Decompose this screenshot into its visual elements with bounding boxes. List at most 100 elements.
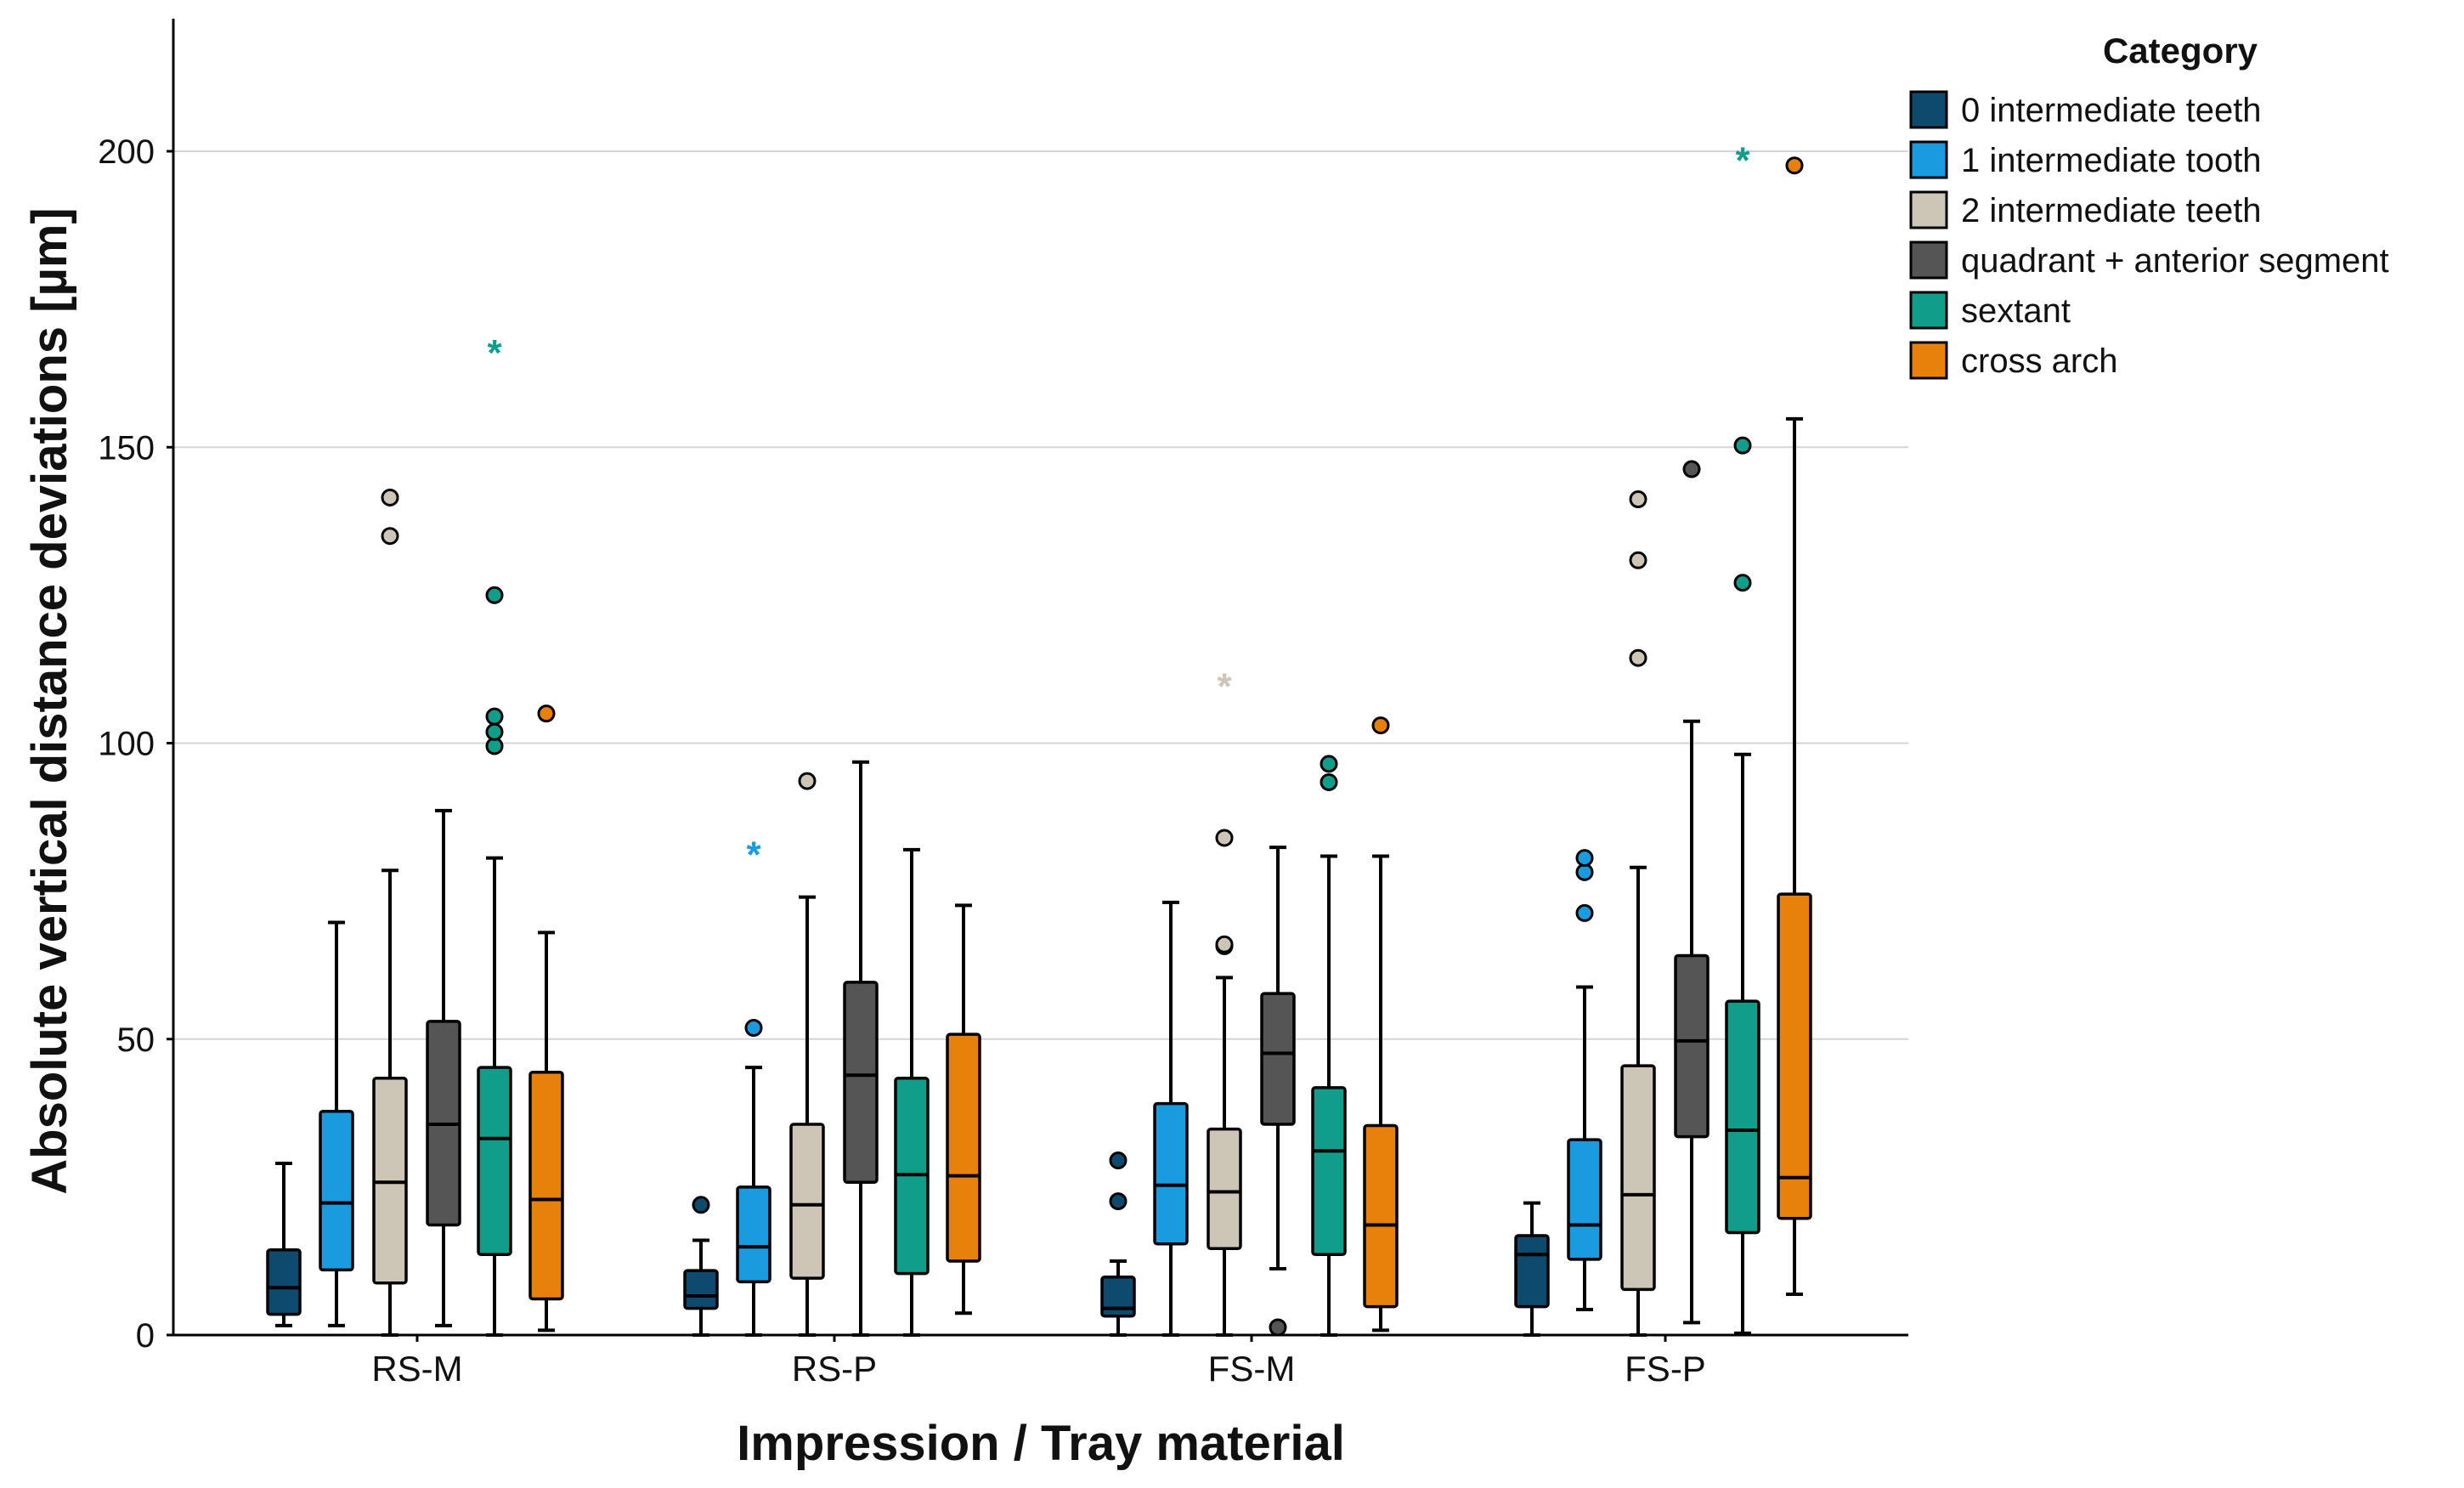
box-FS-P-2 — [1620, 490, 1656, 1337]
box-FS-M-4 — [1311, 755, 1347, 1337]
outlier-point — [1733, 574, 1752, 592]
outlier-point — [1215, 935, 1234, 953]
box-iqr — [946, 1033, 981, 1263]
axes: 0 50 100 150 200 RS-M RS-P FS-M FS-P — [98, 19, 1908, 1389]
y-tick-label: 200 — [98, 133, 155, 171]
legend-swatch — [1909, 240, 1948, 280]
outlier-point — [485, 707, 504, 726]
box-iqr — [1620, 1064, 1656, 1292]
box-RS-P-2 — [789, 772, 825, 1337]
outlier-point — [1733, 436, 1752, 455]
x-tick-label: RS-P — [792, 1349, 877, 1389]
box-iqr — [1567, 1138, 1602, 1261]
box-FS-M-2: * — [1207, 666, 1242, 1337]
outlier-point — [1785, 156, 1804, 175]
outlier-point — [1575, 849, 1594, 868]
legend: Category 0 intermediate teeth 1 intermedi… — [1909, 31, 2389, 380]
legend-label: 0 intermediate teeth — [1961, 92, 2262, 129]
gridlines — [173, 150, 1908, 1040]
extreme-point: * — [1217, 666, 1232, 708]
legend-label: 2 intermediate teeth — [1961, 192, 2262, 229]
box-FS-P-3 — [1674, 460, 1710, 1325]
box-RS-M-0 — [266, 1162, 302, 1327]
box-RS-P-1: * — [736, 834, 771, 1337]
y-tick-label: 100 — [98, 726, 155, 763]
box-iqr — [683, 1269, 719, 1310]
outlier-point — [537, 704, 556, 723]
box-RS-P-3 — [843, 760, 879, 1337]
outlier-point — [381, 488, 399, 506]
box-FS-M-1 — [1153, 900, 1189, 1337]
outlier-point — [1575, 903, 1594, 922]
box-iqr — [1725, 999, 1760, 1235]
box-iqr — [1153, 1101, 1189, 1246]
box-iqr — [1260, 992, 1296, 1126]
box-iqr — [843, 981, 879, 1185]
box-FS-M-3 — [1260, 846, 1296, 1337]
x-axis-label: Impression / Tray material — [737, 1416, 1345, 1471]
legend-swatch — [1909, 291, 1948, 330]
box-FS-P-4: * — [1725, 139, 1760, 1335]
outlier-point — [485, 722, 504, 741]
legend-label: 1 intermediate tooth — [1961, 142, 2262, 179]
box-iqr — [1363, 1123, 1399, 1309]
box-iqr — [789, 1123, 825, 1280]
outlier-point — [692, 1196, 710, 1214]
outlier-point — [798, 772, 817, 790]
box-RS-M-1 — [319, 920, 354, 1327]
outlier-point — [1269, 1318, 1287, 1337]
outlier-point — [1320, 772, 1338, 791]
box-iqr — [1514, 1234, 1550, 1309]
outlier-point — [1629, 648, 1647, 667]
box-iqr — [1207, 1127, 1242, 1251]
outlier-point — [1629, 490, 1647, 509]
x-tick-label: RS-M — [371, 1349, 462, 1389]
x-tick-label: FS-P — [1625, 1349, 1706, 1389]
box-FS-M-5 — [1363, 716, 1399, 1332]
outlier-point — [1320, 755, 1338, 773]
box-RS-M-4: * — [477, 332, 512, 1337]
outlier-point — [1109, 1192, 1127, 1211]
box-RS-P-5 — [946, 903, 981, 1315]
legend-label: sextant — [1961, 292, 2071, 330]
box-RS-M-2 — [372, 488, 408, 1337]
box-RS-P-0 — [683, 1196, 719, 1337]
box-RS-M-3 — [426, 808, 461, 1327]
box-iqr — [1100, 1275, 1136, 1318]
extreme-point: * — [487, 332, 502, 374]
outlier-point — [485, 586, 504, 604]
extreme-point: * — [1735, 139, 1750, 181]
outlier-point — [1109, 1151, 1127, 1170]
legend-title: Category — [2103, 31, 2258, 71]
box-iqr — [477, 1066, 512, 1257]
box-iqr — [319, 1109, 354, 1272]
legend-label: cross arch — [1961, 342, 2118, 380]
legend-swatch — [1909, 190, 1948, 229]
x-tick-label: FS-M — [1208, 1349, 1296, 1389]
box-iqr — [372, 1076, 408, 1285]
box-plot-marks: * * * * — [266, 139, 1812, 1337]
box-FS-P-5 — [1777, 156, 1812, 1296]
box-iqr — [1777, 892, 1812, 1220]
box-FS-M-0 — [1100, 1151, 1136, 1337]
y-tick-label: 0 — [136, 1317, 155, 1355]
box-FS-P-1 — [1567, 849, 1602, 1312]
box-FS-P-0 — [1514, 1201, 1550, 1337]
outlier-point — [1215, 829, 1234, 847]
legend-swatch — [1909, 90, 1948, 129]
legend-swatch — [1909, 140, 1948, 179]
box-iqr — [266, 1248, 302, 1316]
y-tick-label: 50 — [117, 1021, 155, 1059]
box-iqr — [1311, 1086, 1347, 1257]
box-iqr — [528, 1071, 564, 1301]
legend-label: quadrant + anterior segment — [1961, 242, 2389, 280]
y-axis-label: Absolute vertical distance deviations [µ… — [22, 207, 77, 1195]
outlier-point — [1682, 460, 1701, 478]
y-tick-label: 150 — [98, 429, 155, 467]
box-iqr — [736, 1185, 771, 1284]
outlier-point — [1371, 716, 1390, 735]
box-iqr — [1674, 953, 1710, 1139]
box-RS-M-5 — [528, 704, 564, 1332]
outlier-point — [744, 1019, 763, 1038]
